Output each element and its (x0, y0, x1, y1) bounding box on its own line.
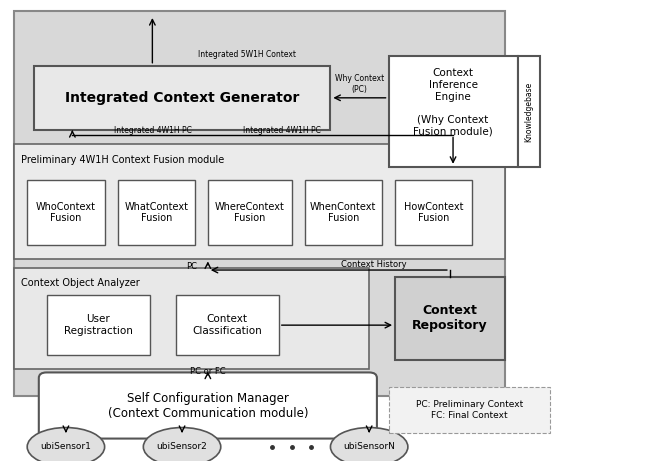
Text: ubiSensorN: ubiSensorN (343, 442, 395, 451)
Ellipse shape (330, 427, 408, 462)
Text: Why Context
(PC): Why Context (PC) (335, 74, 384, 94)
Text: Integrated Context Generator: Integrated Context Generator (65, 91, 299, 105)
Text: Integrated 5W1H Context: Integrated 5W1H Context (198, 50, 295, 59)
Bar (518, 56, 540, 167)
Text: Knowledgebase: Knowledgebase (524, 81, 533, 142)
Bar (305, 181, 382, 245)
Text: ubiSensor2: ubiSensor2 (157, 442, 207, 451)
Bar (14, 11, 505, 396)
Text: Preliminary 4W1H Context Fusion module: Preliminary 4W1H Context Fusion module (21, 155, 224, 165)
Text: WhoContext
Fusion: WhoContext Fusion (36, 202, 96, 224)
Text: User
Registraction: User Registraction (64, 314, 133, 336)
Bar (14, 268, 369, 369)
Text: HowContext
Fusion: HowContext Fusion (404, 202, 463, 224)
Text: WhenContext
Fusion: WhenContext Fusion (310, 202, 376, 224)
Bar (117, 181, 195, 245)
FancyBboxPatch shape (39, 372, 377, 438)
Text: Integrated 4W1H PC: Integrated 4W1H PC (114, 127, 192, 135)
Text: PC: PC (186, 262, 197, 271)
Text: Context History: Context History (341, 260, 407, 269)
Text: WhereContext
Fusion: WhereContext Fusion (215, 202, 284, 224)
Bar (176, 295, 279, 355)
Text: Self Configuration Manager
(Context Communication module): Self Configuration Manager (Context Comm… (108, 391, 308, 419)
Text: Context Object Analyzer: Context Object Analyzer (21, 278, 139, 288)
Bar (389, 56, 518, 167)
Text: Context
Repository: Context Repository (412, 304, 488, 332)
Text: PC or FC: PC or FC (190, 366, 226, 376)
Text: Context
Inference
Engine

(Why Context
Fusion module): Context Inference Engine (Why Context Fu… (413, 68, 493, 136)
Text: ubiSensor1: ubiSensor1 (40, 442, 91, 451)
Bar (395, 181, 472, 245)
Bar (34, 66, 330, 130)
Ellipse shape (143, 427, 221, 462)
Bar (208, 181, 292, 245)
Bar (14, 144, 505, 259)
Bar (389, 387, 550, 433)
Bar (47, 295, 150, 355)
Text: Context
Classification: Context Classification (192, 314, 262, 336)
Text: PC: Preliminary Context
FC: Final Context: PC: Preliminary Context FC: Final Contex… (415, 401, 523, 420)
Bar (27, 181, 104, 245)
Text: Integrated 4W1H PC: Integrated 4W1H PC (243, 127, 321, 135)
Text: WhatContext
Fusion: WhatContext Fusion (124, 202, 188, 224)
Ellipse shape (27, 427, 104, 462)
Bar (395, 277, 505, 359)
